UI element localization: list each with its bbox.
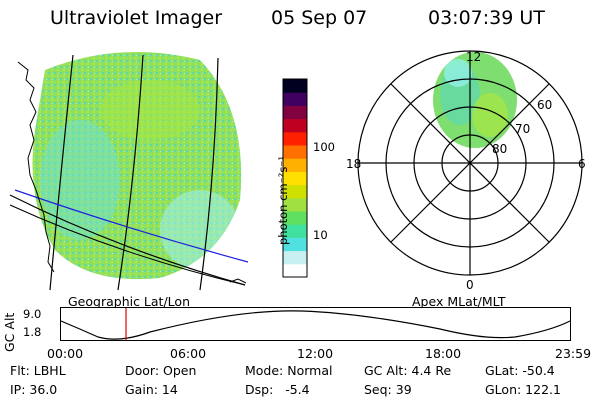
colorbar-tick-10: 10 [313,228,328,242]
instrument-title: Ultraviolet Imager [50,7,223,29]
colorbar-stripe [283,79,307,93]
glat-readout: GLat: -50.4 [485,363,555,378]
colorbar-stripe [283,263,307,278]
dsp-readout: Dsp: -5.4 [245,382,310,397]
gc-alt-readout: GC Alt: 4.4 Re [364,363,452,378]
colorbar-stripe [283,118,307,133]
door-readout: Door: Open [125,363,197,378]
alt-ylabel: GC Alt [2,312,17,352]
time-label: 03:07:39 UT [428,7,545,29]
mlt-label-6: 6 [578,157,586,171]
mode-readout: Mode: Normal [245,363,333,378]
colorbar-stripe [283,237,307,252]
alt-x-tick-0: 00:00 [47,346,84,361]
colorbar-stripe [283,184,307,199]
ip-readout: IP: 36.0 [10,382,58,397]
seq-readout: Seq: 39 [364,382,412,397]
glon-readout: GLon: 122.1 [485,382,561,397]
mlat-label-60: 60 [537,98,552,112]
polar-plot: 12 18 6 0 60 70 80 [346,50,586,292]
date-label: 05 Sep 07 [271,7,368,29]
colorbar-scale [283,79,307,278]
colorbar-stripe [283,145,307,159]
colorbar-stripe [283,224,307,238]
alt-x-tick-4: 23:59 [555,346,592,361]
altitude-strip [60,307,571,341]
mlat-label-70: 70 [515,122,530,136]
polar-caption: Apex MLat/MLT [412,294,506,309]
colorbar-stripe [283,171,307,186]
colorbar-tick-100: 100 [313,140,335,154]
geo-caption: Geographic Lat/Lon [68,294,190,309]
geographic-image [9,52,249,291]
gain-readout: Gain: 14 [125,382,178,397]
colorbar-stripe [283,250,307,265]
alt-y-bottom: 1.8 [23,325,42,339]
alt-y-top: 9.0 [23,307,42,321]
colorbar-stripe [283,92,307,106]
mlat-label-80: 80 [492,142,507,156]
colorbar [282,78,308,278]
colorbar-stripe [283,105,307,120]
mlt-label-12: 12 [466,50,481,64]
alt-x-tick-3: 18:00 [425,346,462,361]
auroral-oval [433,52,517,148]
alt-x-tick-2: 12:00 [297,346,334,361]
colorbar-stripe [283,197,307,212]
colorbar-unit-label: photon cm⁻²s⁻¹ [276,156,290,245]
mlt-label-0: 0 [466,278,474,292]
filter-readout: Flt: LBHL [10,363,66,378]
colorbar-stripe [283,158,307,172]
colorbar-stripe [283,131,307,146]
alt-x-tick-1: 06:00 [170,346,207,361]
mlt-label-18: 18 [346,157,361,171]
colorbar-stripe [283,211,307,225]
